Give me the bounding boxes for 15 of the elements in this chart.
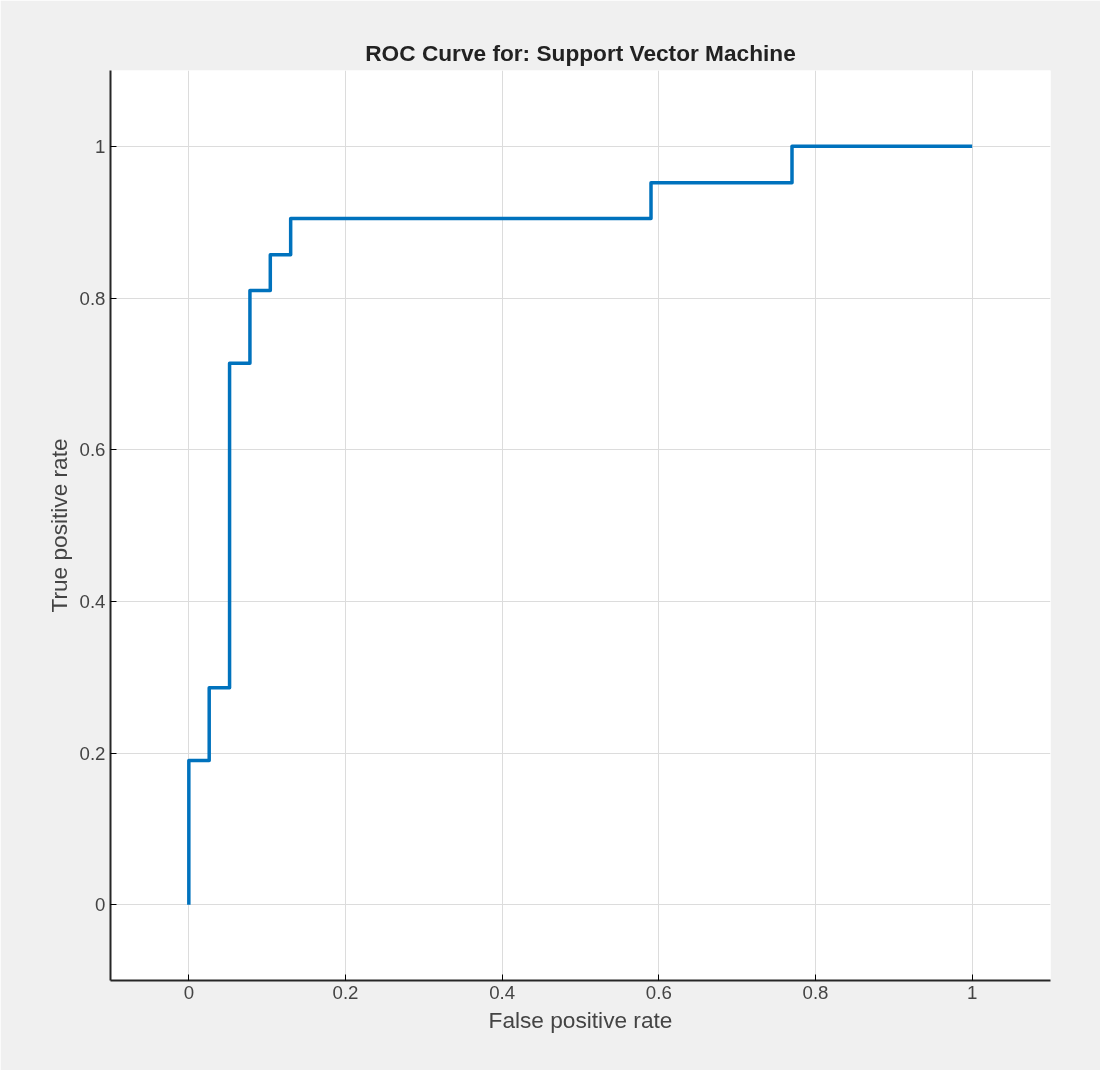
x-axis-title: False positive rate xyxy=(488,1006,673,1033)
chart-title: ROC Curve for: Support Vector Machine xyxy=(365,39,796,66)
y-tick-label: 0 xyxy=(95,894,106,916)
x-tick-label: 0.8 xyxy=(802,981,829,1003)
x-tick-label: 0 xyxy=(183,981,195,1003)
x-tick-label: 0.6 xyxy=(645,981,672,1003)
y-tick-label: 0.2 xyxy=(79,742,106,764)
y-tick-label: 0.6 xyxy=(79,439,106,461)
x-tick-label: 0.4 xyxy=(489,981,516,1003)
x-tick-label: 0.2 xyxy=(332,981,359,1003)
y-tick-label: 0.4 xyxy=(79,590,106,612)
y-tick-label: 1 xyxy=(95,135,106,157)
y-axis-title: True positive rate xyxy=(45,438,72,613)
y-tick-label: 0.8 xyxy=(79,287,106,309)
x-tick-label: 1 xyxy=(966,981,978,1003)
